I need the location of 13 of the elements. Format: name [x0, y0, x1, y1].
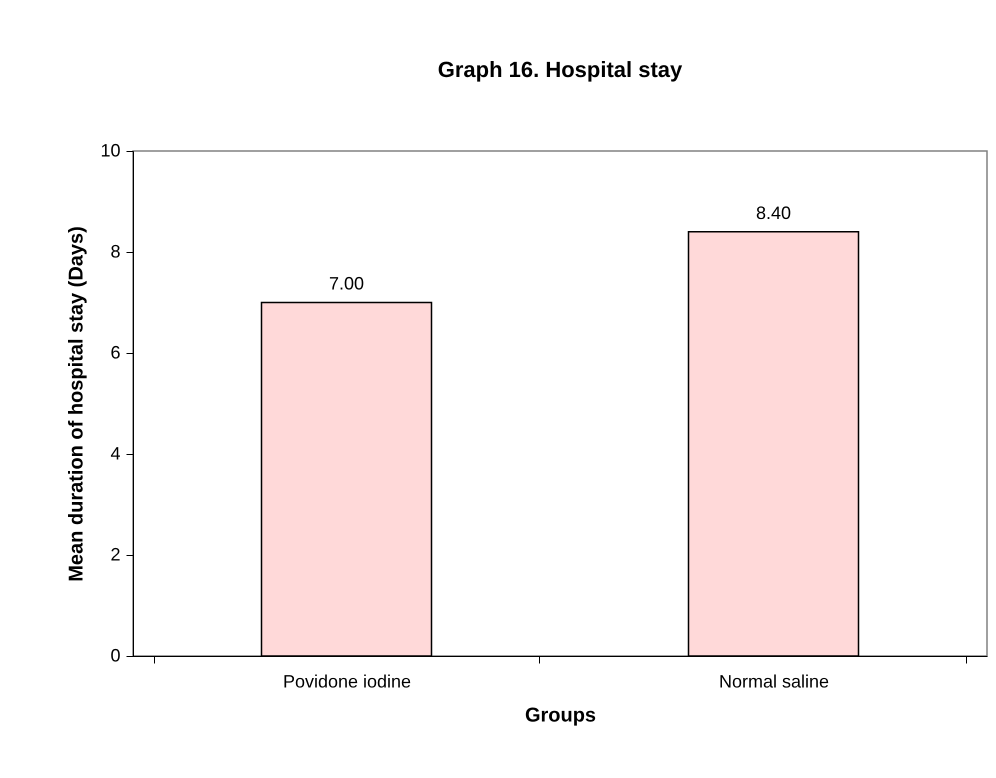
y-tick-label: 4: [110, 444, 120, 464]
x-tick-label: Povidone iodine: [282, 672, 412, 692]
y-tick-label: 10: [100, 140, 120, 160]
data-label: 8.40: [756, 202, 792, 223]
x-tick-label: Normal saline: [718, 672, 830, 692]
y-axis-title: Mean duration of hospital stay (Days): [65, 226, 88, 582]
y-tick-label: 8: [110, 242, 120, 262]
chart-title: Graph 16. Hospital stay: [438, 57, 684, 82]
y-tick-label: 2: [110, 544, 120, 564]
x-axis-title: Groups: [524, 704, 596, 726]
data-label: 7.00: [328, 274, 364, 294]
y-tick-label: 0: [110, 646, 120, 666]
y-tick-label: 6: [110, 342, 120, 362]
